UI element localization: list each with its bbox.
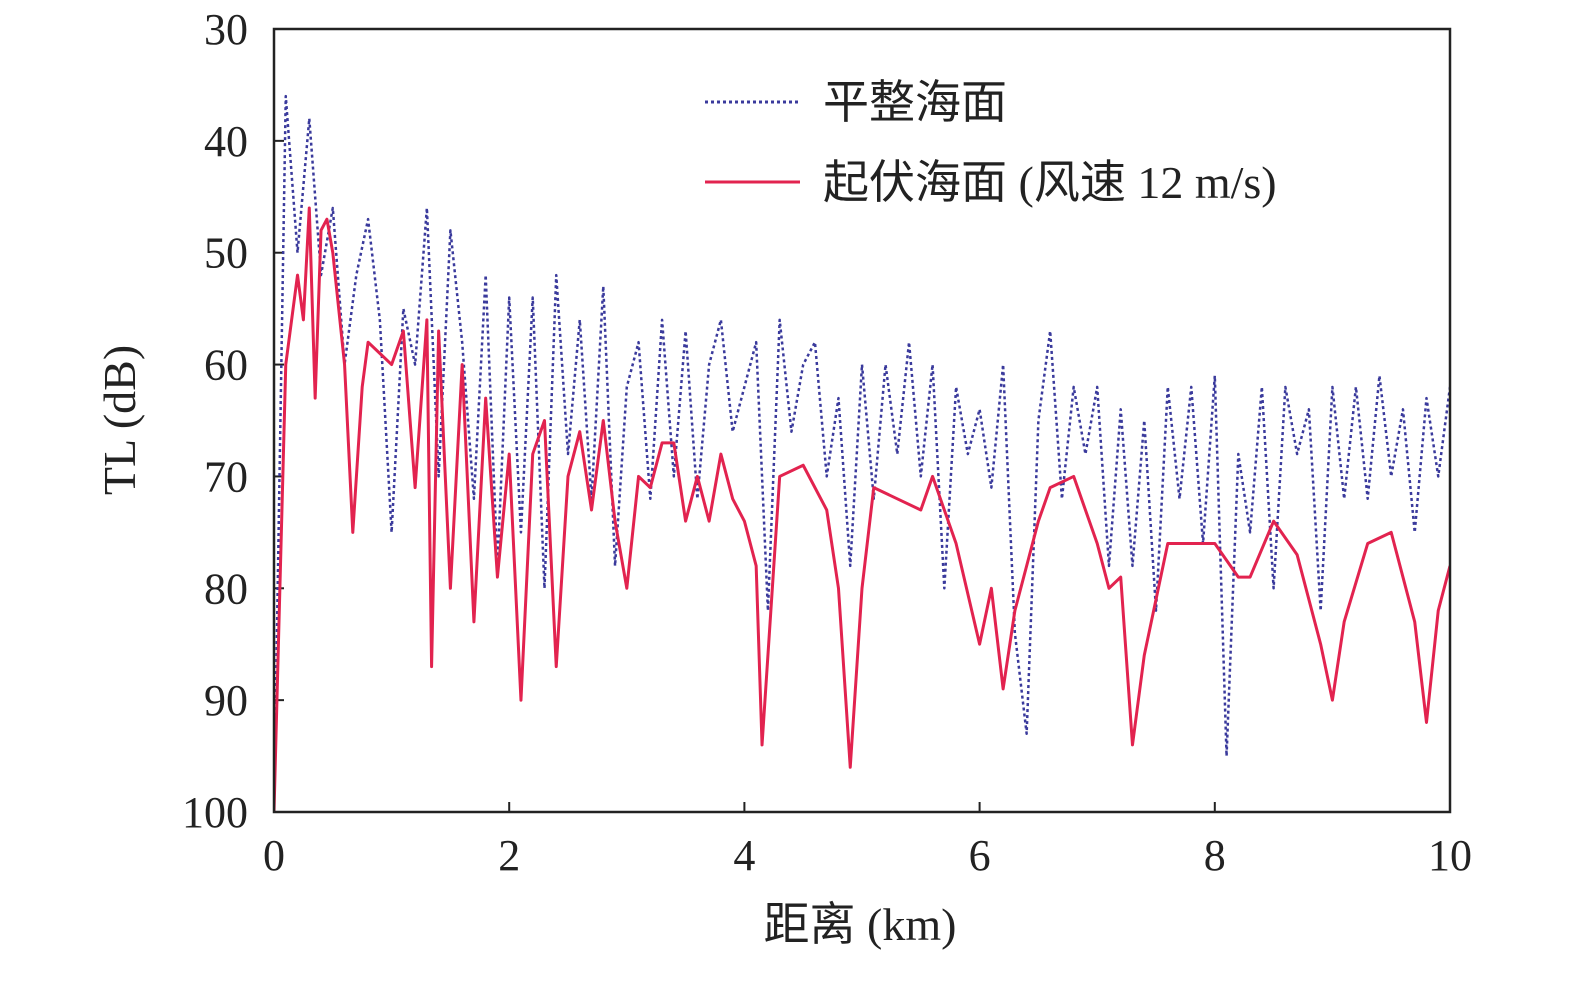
legend-label: 起伏海面 (风速 12 m/s) (823, 157, 1277, 208)
x-tick-label: 4 (733, 831, 755, 880)
y-tick-label: 50 (204, 229, 248, 278)
y-tick-label: 30 (204, 5, 248, 54)
x-tick-label: 0 (263, 831, 285, 880)
y-tick-label: 60 (204, 341, 248, 390)
y-tick-label: 40 (204, 117, 248, 166)
y-tick-label: 100 (182, 788, 248, 837)
x-tick-label: 2 (498, 831, 520, 880)
y-tick-label: 90 (204, 676, 248, 725)
y-tick-label: 80 (204, 564, 248, 613)
x-tick-label: 6 (969, 831, 991, 880)
y-axis-label: TL (dB) (94, 345, 145, 495)
series-line (274, 206, 1450, 812)
y-tick-label: 70 (204, 452, 248, 501)
x-tick-label: 8 (1204, 831, 1226, 880)
x-axis-label: 距离 (km) (764, 899, 957, 950)
x-tick-label: 10 (1428, 831, 1472, 880)
plot-frame (272, 27, 1452, 814)
legend-label: 平整海面 (823, 77, 1007, 128)
